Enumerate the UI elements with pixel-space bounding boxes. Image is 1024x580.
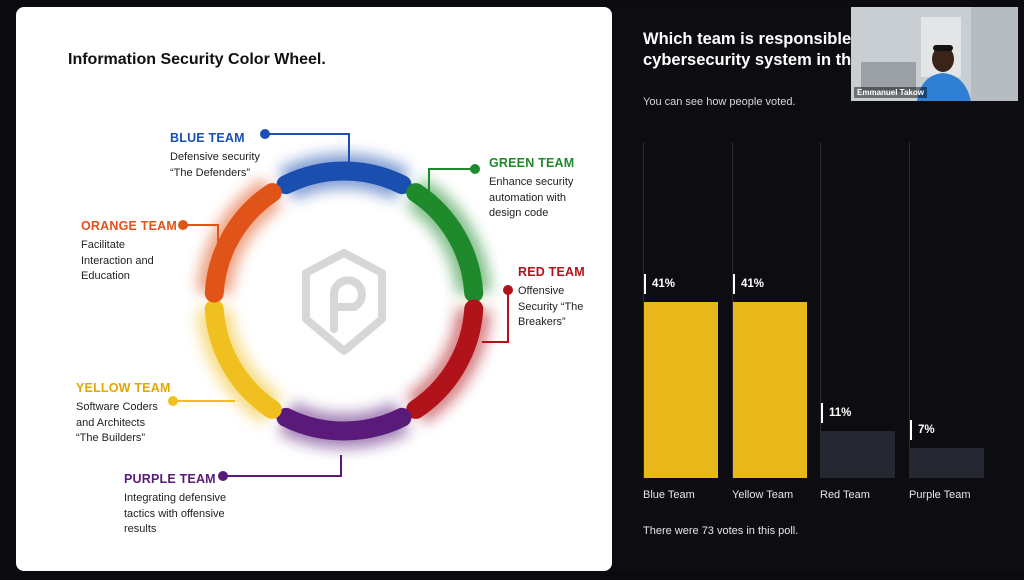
green-team-ring-segment — [406, 183, 484, 303]
orange-team-ring-segment — [204, 183, 282, 303]
shield-logo-icon — [302, 249, 386, 355]
red-team-connector-dot — [503, 285, 513, 295]
green-team-label: GREEN TEAM — [489, 156, 575, 170]
bar-category-label: Blue Team — [643, 489, 695, 501]
bar-category-label: Yellow Team — [732, 489, 794, 501]
green-team-description: Enhance security automation with design … — [489, 176, 574, 219]
blue-team-description: Defensive security “The Defenders” — [170, 151, 260, 179]
yellow-team-connector-dot — [168, 396, 178, 406]
bar — [644, 302, 718, 478]
red-team-label: RED TEAM — [518, 265, 585, 279]
orange-team-connector-dot — [178, 220, 188, 230]
red-team-connector-line — [482, 290, 509, 343]
bar-value-label: 7% — [910, 420, 984, 440]
yellow-team-label: YELLOW TEAM — [76, 381, 171, 395]
bar-column-blue-team: 41% — [643, 142, 718, 478]
slide-title: Information Security Color Wheel. — [68, 51, 326, 68]
orange-team-label: ORANGE TEAM — [81, 219, 177, 233]
purple-team-description: Integrating defensive tactics with offen… — [124, 492, 227, 535]
blue-team-label: BLUE TEAM — [170, 131, 245, 145]
red-team-ring-segment — [406, 299, 484, 419]
bar-category-label: Red Team — [820, 489, 870, 501]
bar-value-label: 41% — [644, 274, 718, 294]
bar — [910, 448, 984, 478]
bar-column-yellow-team: 41% — [732, 142, 807, 478]
bar-value-label: 11% — [821, 403, 895, 423]
purple-team-ring-segment — [276, 407, 412, 441]
purple-team-label: PURPLE TEAM — [124, 472, 216, 486]
bar-column-purple-team: 7% — [909, 142, 984, 478]
blue-team-ring-segment — [276, 161, 412, 195]
bar — [733, 302, 807, 478]
blue-team-connector-line — [265, 133, 350, 170]
bar-column-red-team: 11% — [820, 142, 895, 478]
participant-video-feed — [851, 7, 1018, 101]
yellow-team-description: Software Coders and Architects “The Buil… — [76, 401, 158, 444]
participant-name: Emmanuel Takow — [854, 87, 927, 98]
purple-team-connector-line — [223, 455, 342, 477]
green-team-connector-line — [428, 168, 475, 195]
blue-team-connector-dot — [260, 129, 270, 139]
bar-value-label: 41% — [733, 274, 807, 294]
yellow-team-ring-segment — [204, 299, 282, 419]
participant-video-tile[interactable]: Emmanuel Takow — [851, 7, 1018, 101]
slide-panel: Information Security Color Wheel. BLUE T… — [16, 7, 612, 571]
color-wheel-diagram — [168, 129, 513, 481]
orange-team-description: Facilitate Interaction and Education — [81, 239, 154, 282]
bar — [821, 431, 895, 478]
poll-results-panel: Which team is responsible for the cybers… — [612, 7, 1024, 571]
poll-footer: There were 73 votes in this poll. — [643, 525, 799, 537]
poll-subtitle: You can see how people voted. — [643, 96, 796, 108]
red-team-description: Offensive Security “The Breakers” — [518, 285, 584, 328]
orange-team-connector-line — [183, 224, 219, 246]
purple-team-connector-dot — [218, 471, 228, 481]
green-team-connector-dot — [470, 164, 480, 174]
bar-category-label: Purple Team — [909, 489, 971, 501]
